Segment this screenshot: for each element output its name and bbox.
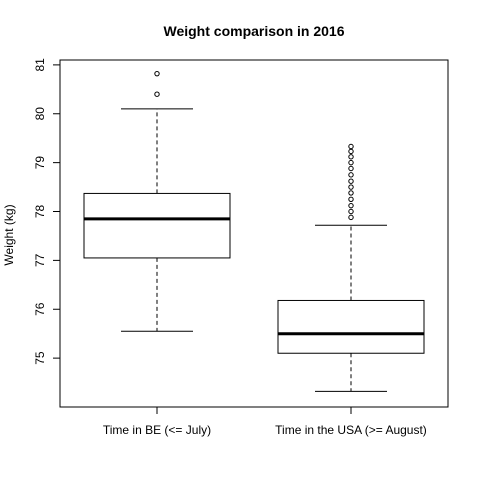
outlier-point <box>348 196 354 202</box>
y-tick-label: 76 <box>33 302 47 316</box>
iqr-box <box>277 299 425 354</box>
outlier-point <box>348 159 354 166</box>
y-tick-label: 79 <box>33 156 47 170</box>
outlier-point <box>348 178 354 184</box>
outlier-point <box>348 165 354 172</box>
x-axis: Time in BE (<= July) Time in the USA (>= … <box>103 407 427 437</box>
outlier-point <box>348 143 354 150</box>
y-tick-label: 78 <box>33 205 47 219</box>
y-tick-label: 77 <box>33 253 47 267</box>
y-tick-label: 80 <box>33 107 47 121</box>
outlier-point <box>348 208 354 215</box>
y-axis: 75 76 77 78 79 80 81 <box>33 58 60 365</box>
y-tick-label: 75 <box>33 351 47 365</box>
y-tick-label: 81 <box>33 58 47 72</box>
outlier-point <box>348 184 354 190</box>
boxes-layer <box>83 70 425 392</box>
plot-frame <box>59 59 449 408</box>
box-group <box>83 70 231 332</box>
chart-title: Weight comparison in 2016 <box>163 23 344 39</box>
outlier-point <box>154 70 160 77</box>
x-tick-label: Time in the USA (>= August) <box>275 423 427 437</box>
outlier-point <box>348 154 354 160</box>
outlier-point <box>348 202 354 209</box>
box-group <box>277 143 425 392</box>
outlier-point <box>348 190 354 196</box>
y-axis-label: Weight (kg) <box>2 204 16 265</box>
outlier-point <box>348 172 354 178</box>
outlier-point <box>154 91 160 97</box>
outlier-point <box>348 214 354 221</box>
iqr-box <box>83 192 231 259</box>
x-tick-label: Time in BE (<= July) <box>103 423 211 437</box>
